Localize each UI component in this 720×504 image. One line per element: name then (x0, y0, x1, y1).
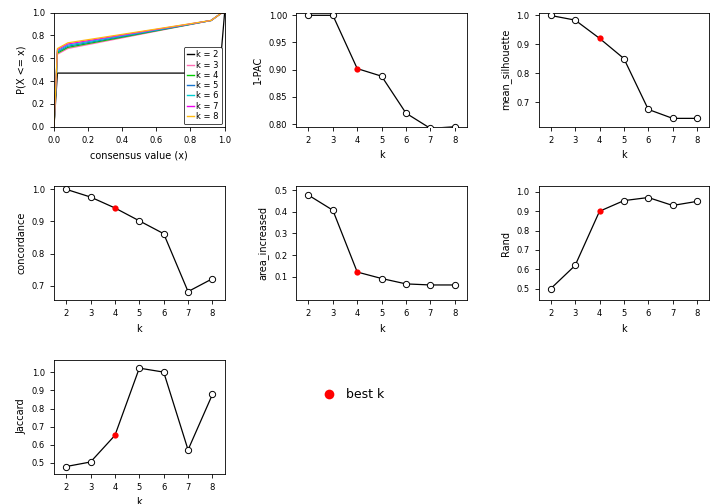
Legend: k = 2, k = 3, k = 4, k = 5, k = 6, k = 7, k = 8: k = 2, k = 3, k = 4, k = 5, k = 6, k = 7… (184, 47, 222, 124)
X-axis label: k: k (379, 324, 384, 334)
X-axis label: k: k (379, 150, 384, 160)
X-axis label: k: k (137, 324, 142, 334)
Legend: best k: best k (311, 383, 390, 406)
Y-axis label: Rand: Rand (500, 231, 510, 256)
Y-axis label: area_increased: area_increased (258, 206, 269, 280)
Y-axis label: mean_silhouette: mean_silhouette (500, 29, 510, 110)
Y-axis label: P(X <= x): P(X <= x) (16, 45, 26, 94)
X-axis label: consensus value (x): consensus value (x) (91, 150, 188, 160)
X-axis label: k: k (137, 497, 142, 504)
Y-axis label: concordance: concordance (16, 212, 26, 274)
Y-axis label: 1-PAC: 1-PAC (253, 55, 264, 84)
X-axis label: k: k (621, 150, 626, 160)
Y-axis label: Jaccard: Jaccard (16, 399, 26, 434)
X-axis label: k: k (621, 324, 626, 334)
